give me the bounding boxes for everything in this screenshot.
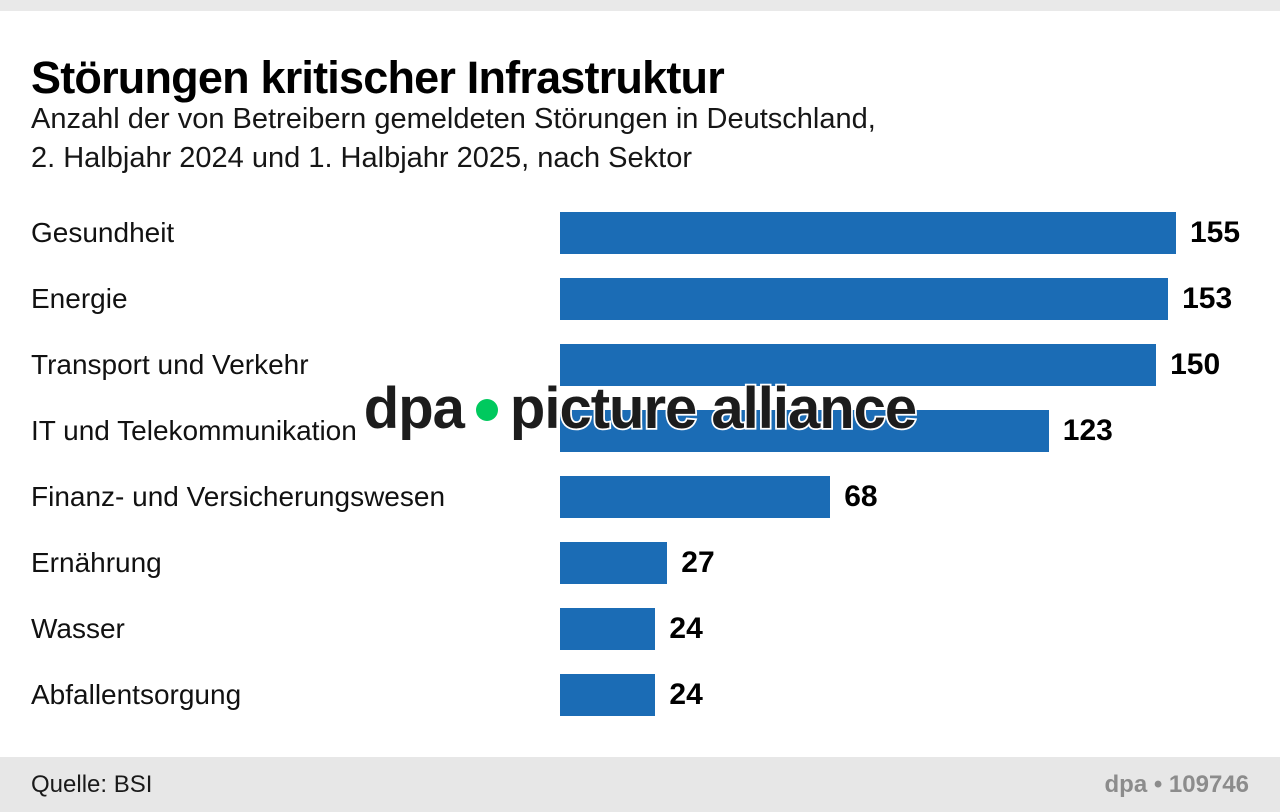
bar bbox=[560, 278, 1169, 320]
chart-row: Gesundheit 155 bbox=[0, 212, 1280, 254]
bar-group: 150 bbox=[560, 344, 1220, 386]
category-label: Finanz- und Versicherungswesen bbox=[31, 481, 446, 512]
source-label: Quelle: BSI bbox=[31, 770, 153, 798]
bar bbox=[560, 608, 656, 650]
bar-value-label: 24 bbox=[669, 678, 703, 711]
credit-label: dpa • 109746 bbox=[1104, 770, 1250, 798]
bar bbox=[560, 410, 1049, 452]
bar-value-label: 155 bbox=[1190, 216, 1241, 249]
chart-row: Transport und Verkehr 150 bbox=[0, 344, 1280, 386]
bar bbox=[560, 212, 1176, 254]
bar-group: 24 bbox=[560, 608, 703, 650]
bar-value-label: 24 bbox=[669, 612, 703, 645]
bar-chart: Gesundheit 155 Energie 153 Transport und Ver… bbox=[0, 212, 1280, 742]
category-label: Wasser bbox=[31, 613, 125, 644]
bar-group: 153 bbox=[560, 278, 1232, 320]
chart-row: Finanz- und Versicherungswesen 68 bbox=[0, 476, 1280, 518]
category-label: Energie bbox=[31, 283, 128, 314]
category-label: Gesundheit bbox=[31, 217, 175, 248]
footer: Quelle: BSI dpa • 109746 bbox=[0, 757, 1280, 812]
chart-row: Energie 153 bbox=[0, 278, 1280, 320]
category-label: Ernährung bbox=[31, 547, 162, 578]
bar bbox=[560, 542, 668, 584]
top-band bbox=[0, 0, 1280, 11]
footer-divider bbox=[0, 750, 1280, 757]
bar-value-label: 150 bbox=[1170, 348, 1221, 381]
subtitle-line-2: 2. Halbjahr 2024 und 1. Halbjahr 2025, n… bbox=[31, 142, 692, 174]
bar-group: 123 bbox=[560, 410, 1113, 452]
chart-row: Wasser 24 bbox=[0, 608, 1280, 650]
category-label: Abfallentsorgung bbox=[31, 679, 242, 710]
subtitle-line-1: Anzahl der von Betreibern gemeldeten Stö… bbox=[31, 103, 876, 135]
bar-group: 155 bbox=[560, 212, 1240, 254]
bar bbox=[560, 344, 1157, 386]
bar bbox=[560, 674, 656, 716]
bar-value-label: 27 bbox=[681, 546, 715, 579]
page-title: Störungen kritischer Infrastruktur bbox=[31, 52, 725, 104]
bar-value-label: 123 bbox=[1062, 414, 1113, 447]
chart-row: Abfallentsorgung 24 bbox=[0, 674, 1280, 716]
bar-group: 68 bbox=[560, 476, 878, 518]
chart-row: Ernährung 27 bbox=[0, 542, 1280, 584]
bar-value-label: 68 bbox=[844, 480, 878, 513]
chart-row: IT und Telekommunikation 123 bbox=[0, 410, 1280, 452]
bar-value-label: 153 bbox=[1182, 282, 1233, 315]
category-label: Transport und Verkehr bbox=[31, 349, 309, 380]
category-label: IT und Telekommunikation bbox=[31, 415, 357, 446]
bar-group: 27 bbox=[560, 542, 715, 584]
bar bbox=[560, 476, 831, 518]
page-subtitle: Anzahl der von Betreibern gemeldeten Stö… bbox=[31, 100, 1131, 178]
bar-group: 24 bbox=[560, 674, 703, 716]
